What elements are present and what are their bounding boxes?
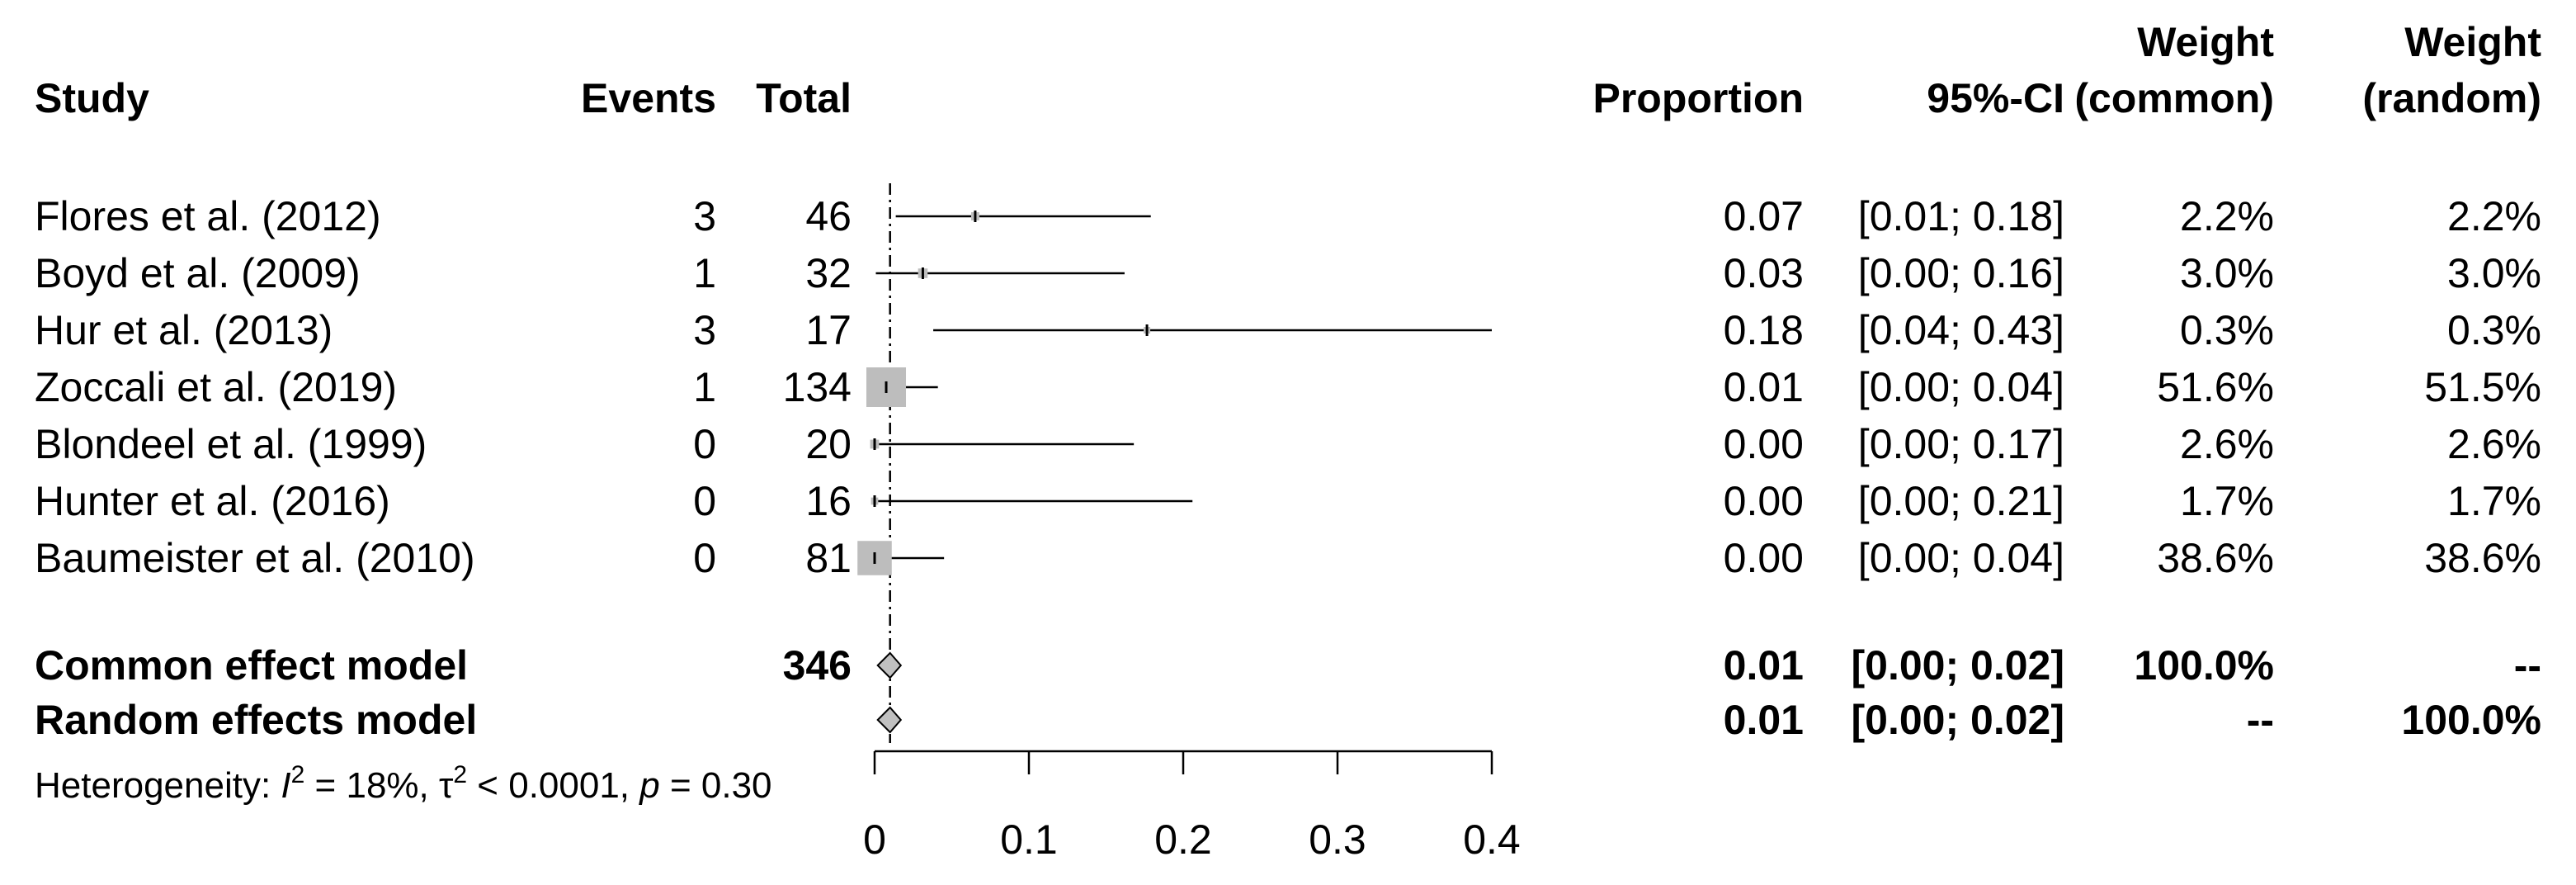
model-weight-common: --: [2247, 697, 2274, 743]
ci-value: [0.00; 0.04]: [1858, 535, 2064, 581]
study-name: Zoccali et al. (2019): [35, 364, 397, 410]
plot-area: [857, 183, 1492, 743]
total-value: 16: [805, 478, 852, 524]
ci-value: [0.00; 0.16]: [1858, 250, 2064, 296]
events-value: 0: [693, 421, 716, 467]
model-weight-common: 100.0%: [2134, 642, 2274, 689]
ci-value: [0.04; 0.43]: [1858, 307, 2064, 353]
tick-label: 0.4: [1463, 816, 1521, 863]
proportion-value: 0.01: [1724, 364, 1804, 410]
header-weight-random-2: (random): [2362, 75, 2541, 121]
weight-common-value: 38.6%: [2157, 535, 2274, 581]
heterogeneity-text: Heterogeneity: I2 = 18%, τ2 < 0.0001, p …: [35, 761, 772, 806]
model-ci: [0.00; 0.02]: [1852, 697, 2064, 743]
events-value: 0: [693, 535, 716, 581]
events-value: 0: [693, 478, 716, 524]
study-name: Baumeister et al. (2010): [35, 535, 475, 581]
header-study: Study: [35, 75, 149, 121]
model-proportion: 0.01: [1724, 642, 1804, 689]
events-value: 1: [693, 364, 716, 410]
header-weight-common-2: (common): [2074, 75, 2274, 121]
table-row: Boyd et al. (2009) 1 32 0.03 [0.00; 0.16] 3.0…: [35, 250, 2541, 296]
tick-label: 0: [863, 816, 886, 863]
study-name: Hur et al. (2013): [35, 307, 333, 353]
table-row: Zoccali et al. (2019) 1 134 0.01 [0.00; 0.04…: [35, 364, 2541, 410]
study-rows: Flores et al. (2012) 3 46 0.07 [0.01; 0.18] 2…: [35, 193, 2541, 581]
model-label: Common effect model: [35, 642, 468, 689]
weight-random-value: 3.0%: [2447, 250, 2541, 296]
weight-common-value: 2.2%: [2180, 193, 2274, 239]
model-rows: Common effect model 346 0.01 [0.00; 0.02] 10…: [35, 642, 2541, 743]
weight-random-value: 2.6%: [2447, 421, 2541, 467]
header-proportion: Proportion: [1592, 75, 1804, 121]
proportion-value: 0.00: [1724, 535, 1804, 581]
header-weight-random-1: Weight: [2404, 19, 2541, 65]
table-row: Blondeel et al. (1999) 0 20 0.00 [0.00; 0.17…: [35, 421, 2541, 467]
study-name: Boyd et al. (2009): [35, 250, 361, 296]
weight-common-value: 0.3%: [2180, 307, 2274, 353]
total-value: 134: [783, 364, 852, 410]
weight-random-value: 1.7%: [2447, 478, 2541, 524]
events-value: 3: [693, 307, 716, 353]
weight-random-value: 2.2%: [2447, 193, 2541, 239]
tick-label: 0.3: [1309, 816, 1366, 863]
study-name: Hunter et al. (2016): [35, 478, 390, 524]
header-weight-common-1: Weight: [2137, 19, 2274, 65]
model-weight-random: 100.0%: [2401, 697, 2541, 743]
ci-value: [0.00; 0.21]: [1858, 478, 2064, 524]
events-value: 3: [693, 193, 716, 239]
x-axis: 0 0.1 0.2 0.3 0.4: [863, 750, 1521, 863]
model-total: 346: [783, 642, 852, 689]
study-name: Flores et al. (2012): [35, 193, 381, 239]
weight-random-value: 51.5%: [2424, 364, 2541, 410]
header-total: Total: [756, 75, 852, 121]
tick-label: 0.1: [1000, 816, 1058, 863]
ci-value: [0.00; 0.17]: [1858, 421, 2064, 467]
total-value: 20: [805, 421, 852, 467]
ci-value: [0.01; 0.18]: [1858, 193, 2064, 239]
events-value: 1: [693, 250, 716, 296]
weight-random-value: 0.3%: [2447, 307, 2541, 353]
weight-common-value: 3.0%: [2180, 250, 2274, 296]
table-row: Hunter et al. (2016) 0 16 0.00 [0.00; 0.21] 1…: [35, 478, 2541, 524]
table-row: Baumeister et al. (2010) 0 81 0.00 [0.00; 0.…: [35, 535, 2541, 581]
total-value: 46: [805, 193, 852, 239]
model-label: Random effects model: [35, 697, 477, 743]
tick-label: 0.2: [1154, 816, 1212, 863]
total-value: 32: [805, 250, 852, 296]
proportion-value: 0.00: [1724, 421, 1804, 467]
header: Study Events Total Proportion 95%-CI Wei…: [35, 19, 2541, 121]
model-proportion: 0.01: [1724, 697, 1804, 743]
table-row: Flores et al. (2012) 3 46 0.07 [0.01; 0.18] 2…: [35, 193, 2541, 239]
model-weight-random: --: [2514, 642, 2541, 689]
study-name: Blondeel et al. (1999): [35, 421, 427, 467]
header-events: Events: [581, 75, 716, 121]
proportion-value: 0.03: [1724, 250, 1804, 296]
weight-common-value: 1.7%: [2180, 478, 2274, 524]
pooled-diamond: [876, 706, 903, 734]
weight-random-value: 38.6%: [2424, 535, 2541, 581]
proportion-value: 0.18: [1724, 307, 1804, 353]
total-value: 17: [805, 307, 852, 353]
header-ci: 95%-CI: [1927, 75, 2064, 121]
table-row: Hur et al. (2013) 3 17 0.18 [0.04; 0.43] 0.3%…: [35, 307, 2541, 353]
total-value: 81: [805, 535, 852, 581]
weight-common-value: 2.6%: [2180, 421, 2274, 467]
weight-common-value: 51.6%: [2157, 364, 2274, 410]
model-ci: [0.00; 0.02]: [1852, 642, 2064, 689]
ci-value: [0.00; 0.04]: [1858, 364, 2064, 410]
proportion-value: 0.07: [1724, 193, 1804, 239]
pooled-diamond: [876, 651, 903, 679]
model-row: Random effects model 0.01 [0.00; 0.02] -- 10…: [35, 697, 2541, 743]
proportion-value: 0.00: [1724, 478, 1804, 524]
model-row: Common effect model 346 0.01 [0.00; 0.02] 10…: [35, 642, 2541, 689]
